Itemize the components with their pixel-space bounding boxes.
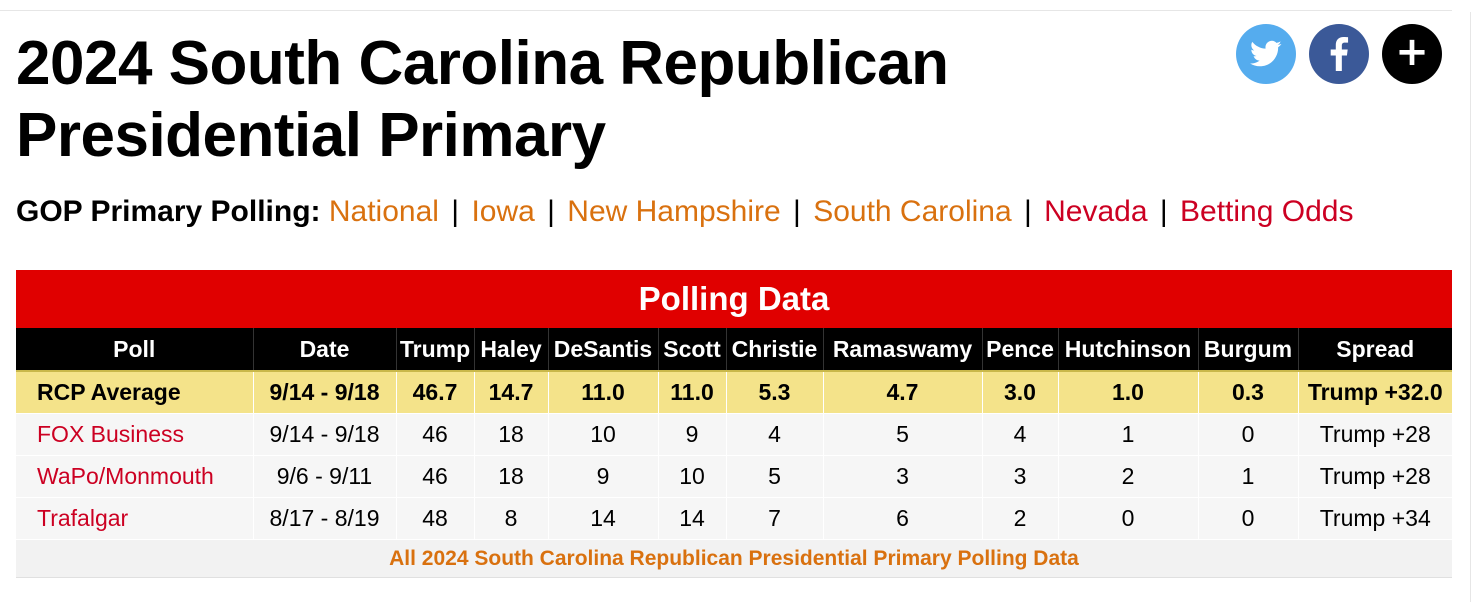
table-cell: 46	[395, 455, 474, 498]
table-footer: All 2024 South Carolina Republican Presi…	[16, 539, 1452, 578]
table-cell: 2	[981, 497, 1058, 540]
avg-cell: 46.7	[395, 370, 474, 414]
nav-link-nevada[interactable]: Nevada	[1044, 195, 1148, 228]
avg-cell: 9/14 - 9/18	[252, 370, 396, 414]
table-caption-row: Polling Data	[16, 270, 1452, 328]
table-cell: 46	[395, 413, 474, 456]
column-header-trump: Trump	[395, 328, 474, 371]
table-cell: 7	[725, 497, 823, 540]
avg-cell: 5.3	[725, 370, 823, 414]
nav-link-new-hampshire[interactable]: New Hampshire	[567, 195, 781, 228]
column-header-burgum: Burgum	[1197, 328, 1298, 371]
table-cell: 18	[473, 455, 548, 498]
table-header-row: Poll Date Trump Haley DeSantis Scott Chr…	[16, 328, 1452, 371]
right-divider	[1470, 12, 1471, 602]
table-cell: Trump +34	[1297, 497, 1452, 540]
poll-link[interactable]: FOX Business	[16, 413, 253, 456]
nav-separator: |	[1024, 195, 1032, 228]
column-header-hutchinson: Hutchinson	[1057, 328, 1198, 371]
table-cell: 6	[822, 497, 982, 540]
avg-cell: 4.7	[822, 370, 982, 414]
avg-cell: RCP Average	[16, 370, 253, 414]
table-row: FOX Business 9/14 - 9/18 46 18 10 9 4 5 …	[16, 413, 1452, 456]
column-header-ramaswamy: Ramaswamy	[822, 328, 982, 371]
column-header-desantis: DeSantis	[547, 328, 658, 371]
facebook-icon	[1330, 37, 1349, 71]
avg-cell: 3.0	[981, 370, 1058, 414]
table-cell: 0	[1057, 497, 1198, 540]
table-cell: 9	[547, 455, 658, 498]
nav-link-betting-odds[interactable]: Betting Odds	[1180, 195, 1354, 228]
table-cell: 14	[547, 497, 658, 540]
table-cell: 14	[657, 497, 726, 540]
nav-separator: |	[1159, 195, 1168, 228]
table-cell: Trump +28	[1297, 413, 1452, 456]
table-cell: 2	[1057, 455, 1198, 498]
twitter-icon	[1250, 40, 1282, 67]
poll-link[interactable]: WaPo/Monmouth	[16, 455, 253, 498]
table-row: Trafalgar 8/17 - 8/19 48 8 14 14 7 6 2 0…	[16, 497, 1452, 540]
more-share-button[interactable]: +	[1382, 24, 1442, 84]
table-row: WaPo/Monmouth 9/6 - 9/11 46 18 9 10 5 3 …	[16, 455, 1452, 498]
poll-link[interactable]: Trafalgar	[16, 497, 253, 540]
all-polling-data-link[interactable]: All 2024 South Carolina Republican Presi…	[389, 546, 1079, 570]
table-cell: 4	[725, 413, 823, 456]
table-cell: 9/14 - 9/18	[252, 413, 396, 456]
page-title: 2024 South Carolina Republican President…	[16, 29, 949, 170]
nav-separator: |	[451, 195, 460, 228]
plus-icon: +	[1395, 29, 1429, 75]
table-cell: 18	[473, 413, 548, 456]
table-cell: 3	[822, 455, 982, 498]
table-cell: 5	[725, 455, 823, 498]
avg-cell: 1.0	[1057, 370, 1198, 414]
gop-nav-label: GOP Primary Polling:	[16, 195, 321, 228]
nav-separator: |	[547, 195, 555, 228]
column-header-poll: Poll	[16, 328, 253, 371]
table-cell: 1	[1197, 455, 1298, 498]
twitter-share-button[interactable]	[1236, 24, 1296, 84]
column-header-scott: Scott	[657, 328, 726, 371]
table-cell: 10	[547, 413, 658, 456]
avg-cell: Trump +32.0	[1297, 370, 1452, 414]
social-share-bar: +	[1236, 24, 1442, 84]
column-header-date: Date	[252, 328, 396, 371]
nav-link-south-carolina[interactable]: South Carolina	[813, 195, 1012, 228]
nav-link-national[interactable]: National	[328, 195, 439, 228]
top-divider	[0, 10, 1452, 11]
table-cell: 1	[1057, 413, 1198, 456]
table-footer-row: All 2024 South Carolina Republican Presi…	[16, 539, 1452, 578]
avg-cell: 11.0	[547, 370, 658, 414]
table-cell: 9	[657, 413, 726, 456]
avg-cell: 14.7	[473, 370, 548, 414]
column-header-pence: Pence	[981, 328, 1058, 371]
column-header-haley: Haley	[473, 328, 548, 371]
table-cell: 5	[822, 413, 982, 456]
column-header-christie: Christie	[725, 328, 823, 371]
table-cell: 48	[395, 497, 474, 540]
facebook-share-button[interactable]	[1309, 24, 1369, 84]
table-cell: 0	[1197, 497, 1298, 540]
nav-separator: |	[793, 195, 801, 228]
table-cell: 4	[981, 413, 1058, 456]
rcp-average-row: RCP Average 9/14 - 9/18 46.7 14.7 11.0 1…	[16, 370, 1452, 414]
gop-primary-polling-nav: GOP Primary Polling: National | Iowa | N…	[16, 192, 1353, 232]
table-cell: 8/17 - 8/19	[252, 497, 396, 540]
table-cell: 10	[657, 455, 726, 498]
polling-data-table: Polling Data Poll Date Trump Haley DeSan…	[16, 270, 1452, 578]
table-cell: Trump +28	[1297, 455, 1452, 498]
table-caption: Polling Data	[16, 270, 1452, 328]
table-cell: 9/6 - 9/11	[252, 455, 396, 498]
avg-cell: 0.3	[1197, 370, 1298, 414]
avg-cell: 11.0	[657, 370, 726, 414]
column-header-spread: Spread	[1297, 328, 1452, 371]
table-cell: 0	[1197, 413, 1298, 456]
nav-link-iowa[interactable]: Iowa	[471, 195, 535, 228]
table-cell: 8	[473, 497, 548, 540]
table-cell: 3	[981, 455, 1058, 498]
